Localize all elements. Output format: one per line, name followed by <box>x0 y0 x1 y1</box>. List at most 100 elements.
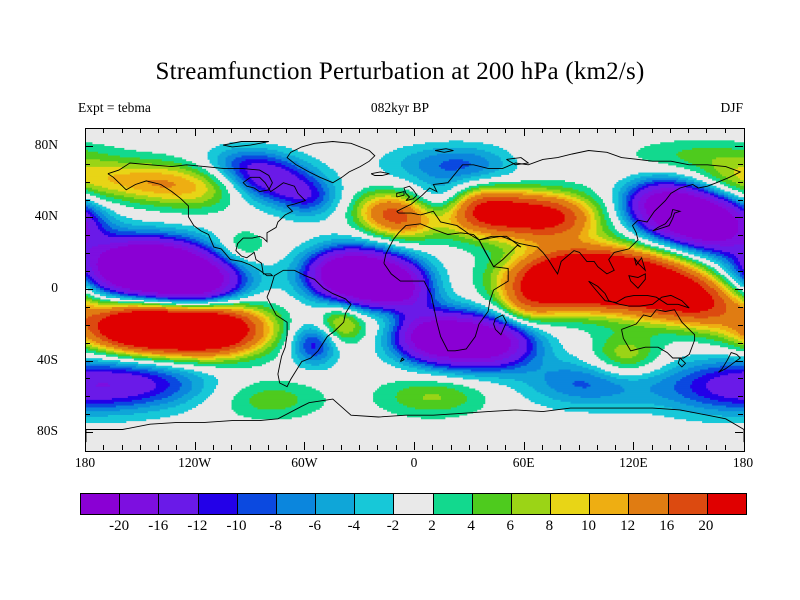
colorbar-band <box>237 494 277 514</box>
colorbar-band <box>433 494 473 514</box>
tick-mark <box>139 128 141 133</box>
tick-mark <box>738 396 743 398</box>
tick-mark <box>395 128 397 133</box>
tick-mark <box>85 235 90 237</box>
tick-mark <box>85 289 93 290</box>
tick-mark <box>450 445 452 450</box>
tick-mark <box>541 445 543 450</box>
tick-mark <box>158 445 160 450</box>
tick-mark <box>487 128 489 133</box>
tick-mark <box>738 342 743 344</box>
tick-mark <box>738 199 743 201</box>
tick-mark <box>735 217 743 219</box>
tick-mark <box>706 128 708 133</box>
tick-mark <box>212 128 214 133</box>
tick-mark <box>212 445 214 450</box>
colorbar-tick-label: 16 <box>659 518 675 534</box>
colorbar-band <box>551 494 591 514</box>
tick-mark <box>468 128 470 133</box>
colorbar-band <box>120 494 160 514</box>
tick-mark <box>85 432 93 434</box>
tick-mark <box>706 445 708 450</box>
x-axis-tick-label: 60W <box>291 455 318 470</box>
tick-mark <box>286 128 288 133</box>
tick-mark <box>85 217 93 219</box>
tick-mark <box>505 128 507 133</box>
tick-mark <box>688 445 690 450</box>
colorbar-band <box>590 494 630 514</box>
tick-mark <box>669 445 671 450</box>
x-axis-tick-label: 60E <box>512 455 535 470</box>
colorbar-band <box>629 494 669 514</box>
tick-mark <box>286 445 288 450</box>
tick-mark <box>359 128 361 133</box>
tick-mark <box>596 445 598 450</box>
tick-mark <box>735 145 743 147</box>
colorbar-band <box>198 494 238 514</box>
colorbar-tick-label: -6 <box>308 518 321 534</box>
colorbar-band <box>159 494 199 514</box>
map-plot-area <box>85 128 745 452</box>
tick-mark <box>724 128 726 133</box>
tick-mark <box>377 128 379 133</box>
tick-mark <box>450 128 452 133</box>
tick-mark <box>121 128 123 133</box>
colorbar-tick-label: 8 <box>545 518 554 534</box>
tick-mark <box>85 199 90 201</box>
tick-mark <box>103 445 105 450</box>
tick-mark <box>85 271 90 273</box>
tick-mark <box>578 445 580 450</box>
x-axis-tick-label: 120W <box>178 455 212 470</box>
tick-mark <box>468 445 470 450</box>
tick-mark <box>615 128 617 133</box>
tick-mark <box>395 445 397 450</box>
tick-mark <box>267 445 269 450</box>
contour-field <box>86 140 744 443</box>
tick-mark <box>103 128 105 133</box>
tick-mark <box>304 442 306 450</box>
tick-mark <box>322 128 324 133</box>
tick-mark <box>735 289 743 290</box>
tick-mark <box>738 181 743 183</box>
coastlines <box>86 141 744 443</box>
tick-mark <box>85 360 93 362</box>
colorbar-band <box>81 494 121 514</box>
colorbar-band <box>668 494 708 514</box>
tick-mark <box>322 445 324 450</box>
tick-mark <box>340 445 342 450</box>
colorbar-tick-label: 2 <box>428 518 436 534</box>
colorbar-tick-label: -2 <box>386 518 400 534</box>
tick-mark <box>432 128 434 133</box>
y-axis-tick-label: 80S <box>36 423 58 439</box>
tick-mark <box>560 445 562 450</box>
tick-mark <box>158 128 160 133</box>
tick-mark <box>633 128 635 136</box>
tick-mark <box>377 445 379 450</box>
colorbar-tick-label: -4 <box>347 518 361 534</box>
season-label: DJF <box>720 100 743 115</box>
tick-mark <box>738 163 743 165</box>
tick-mark <box>414 128 415 136</box>
tick-mark <box>304 128 306 136</box>
colorbar-tick-label: 12 <box>620 518 636 534</box>
tick-mark <box>414 442 415 450</box>
tick-mark <box>85 396 90 398</box>
x-axis-tick-label: 180 <box>732 455 754 470</box>
tick-mark <box>578 128 580 133</box>
colorbar-band <box>394 494 434 514</box>
tick-mark <box>176 128 178 133</box>
tick-mark <box>432 445 434 450</box>
tick-mark <box>194 128 196 136</box>
tick-mark <box>738 271 743 273</box>
tick-mark <box>85 181 90 183</box>
colorbar-band <box>316 494 356 514</box>
y-axis-tick-label: 40N <box>34 208 58 224</box>
x-axis-tick-label: 180 <box>74 455 96 470</box>
tick-mark <box>249 128 251 133</box>
tick-mark <box>738 306 743 308</box>
tick-mark <box>633 442 635 450</box>
tick-mark <box>724 445 726 450</box>
tick-mark <box>651 445 653 450</box>
tick-mark <box>596 128 598 133</box>
shaded-contours <box>86 140 744 424</box>
